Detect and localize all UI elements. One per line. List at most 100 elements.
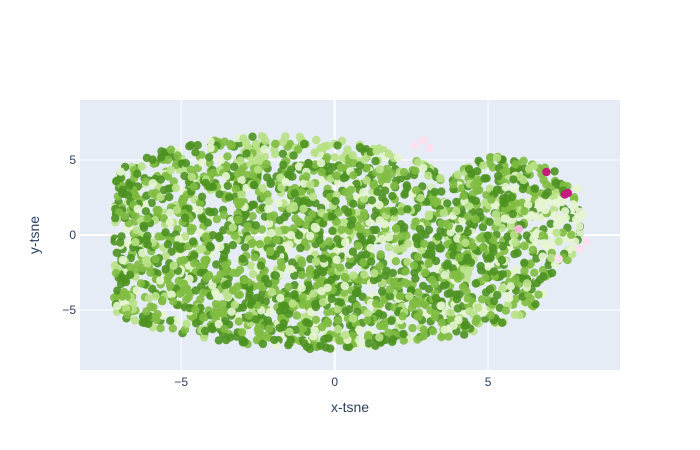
scatter-point (258, 339, 268, 349)
scatter-point (302, 220, 311, 230)
scatter-point (227, 307, 236, 316)
scatter-point (143, 214, 152, 223)
scatter-point (387, 316, 396, 326)
scatter-point (242, 149, 251, 158)
scatter-point (328, 226, 337, 236)
scatter-point (261, 274, 270, 284)
scatter-point (491, 210, 500, 219)
scatter-point (518, 184, 528, 194)
scatter-point (511, 275, 520, 284)
scatter-point (208, 281, 217, 290)
scatter-point (554, 254, 563, 264)
scatter-point (235, 200, 244, 209)
scatter-point (212, 290, 221, 299)
scatter-point (434, 232, 443, 241)
scatter-point (302, 172, 311, 181)
scatter-point (489, 267, 499, 276)
scatter-point (538, 252, 547, 261)
scatter-point (446, 308, 455, 318)
scatter-point (288, 258, 297, 267)
scatter-point (151, 312, 160, 322)
scatter-point (159, 214, 169, 223)
scatter-point (471, 317, 480, 326)
scatter-point (501, 306, 510, 315)
scatter-point (452, 197, 461, 207)
scatter-point (408, 299, 418, 308)
scatter-point (498, 270, 507, 279)
scatter-point (275, 216, 284, 225)
scatter-point (134, 260, 143, 269)
scatter-point (202, 255, 211, 265)
scatter-point (208, 231, 217, 240)
scatter-point (235, 290, 244, 299)
scatter-point (157, 152, 166, 162)
scatter-point (327, 212, 337, 221)
scatter-point (185, 142, 194, 151)
scatter-point (161, 251, 170, 261)
scatter-point (467, 169, 476, 178)
scatter-point (540, 240, 550, 249)
scatter-point (172, 205, 182, 215)
scatter-point (442, 261, 451, 270)
scatter-point (166, 165, 175, 175)
scatter-point (572, 184, 582, 193)
scatter-point (509, 175, 518, 184)
scatter-point (340, 281, 349, 291)
scatter-point (424, 171, 433, 180)
scatter-point (547, 268, 557, 278)
scatter-point (464, 202, 474, 211)
scatter-point (454, 253, 464, 262)
scatter-point (399, 168, 409, 177)
scatter-point (576, 228, 585, 237)
scatter-point (133, 169, 142, 178)
scatter-point (528, 245, 538, 255)
scatter-point (172, 241, 182, 250)
scatter-point (279, 160, 288, 169)
scatter-point (378, 287, 387, 296)
scatter-point (504, 294, 514, 303)
scatter-point (139, 223, 149, 232)
scatter-point (413, 335, 422, 344)
scatter-point (206, 208, 215, 217)
scatter-point (383, 174, 392, 184)
scatter-point (375, 216, 385, 225)
scatter-point (346, 220, 356, 230)
scatter-point (302, 342, 312, 351)
scatter-point (370, 269, 379, 278)
scatter-point (419, 281, 428, 291)
scatter-point (228, 241, 237, 250)
scatter-point (381, 271, 390, 280)
scatter-point (201, 326, 210, 336)
scatter-point (111, 268, 121, 278)
scatter-point (293, 145, 303, 154)
y-tick-label: −5 (62, 303, 76, 317)
scatter-point (276, 293, 285, 303)
scatter-point (167, 290, 176, 299)
scatter-point (543, 188, 552, 197)
y-axis-ticks: −5 0 5 (62, 153, 76, 317)
scatter-point (481, 288, 491, 297)
scatter-point (165, 208, 174, 217)
scatter-point (165, 218, 175, 227)
scatter-point (362, 176, 371, 185)
scatter-point (203, 218, 212, 227)
scatter-point (380, 186, 390, 195)
scatter-point (410, 140, 419, 150)
scatter-point (431, 309, 440, 318)
scatter-point (211, 299, 221, 308)
scatter-point (323, 283, 332, 292)
scatter-point (211, 311, 221, 320)
scatter-point (349, 271, 358, 280)
scatter-point (443, 199, 452, 208)
scatter-point (333, 304, 342, 314)
scatter-point (547, 253, 556, 263)
scatter-point (453, 170, 463, 179)
scatter-point (237, 176, 246, 185)
scatter-point (419, 136, 428, 145)
scatter-point (513, 248, 522, 258)
scatter-point (123, 190, 132, 199)
scatter-point (384, 243, 394, 252)
x-tick-label: 5 (485, 375, 492, 389)
scatter-point (554, 237, 563, 246)
scatter-point (363, 309, 372, 318)
